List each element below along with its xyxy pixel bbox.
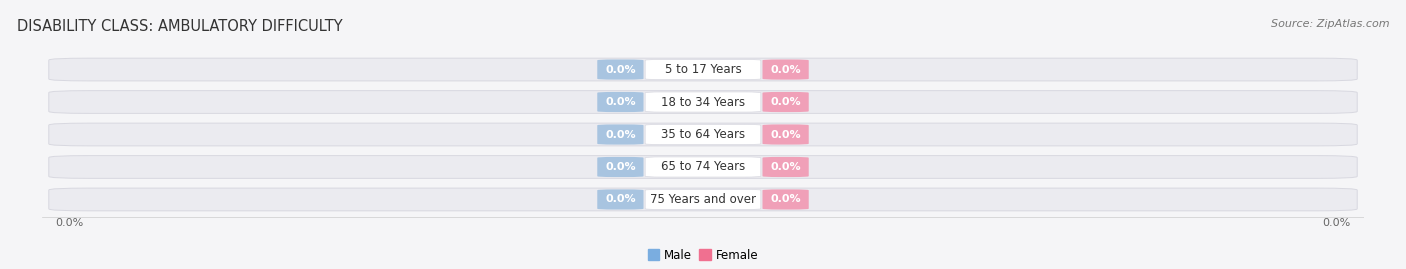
FancyBboxPatch shape — [762, 125, 808, 144]
Text: 0.0%: 0.0% — [605, 97, 636, 107]
Text: 0.0%: 0.0% — [770, 129, 801, 140]
Text: 5 to 17 Years: 5 to 17 Years — [665, 63, 741, 76]
Text: 0.0%: 0.0% — [605, 129, 636, 140]
FancyBboxPatch shape — [598, 92, 644, 112]
Text: 0.0%: 0.0% — [605, 194, 636, 204]
Text: 18 to 34 Years: 18 to 34 Years — [661, 95, 745, 108]
Text: 0.0%: 0.0% — [605, 162, 636, 172]
FancyBboxPatch shape — [598, 59, 644, 80]
Text: 0.0%: 0.0% — [770, 194, 801, 204]
FancyBboxPatch shape — [49, 123, 1357, 146]
FancyBboxPatch shape — [762, 92, 808, 112]
FancyBboxPatch shape — [49, 188, 1357, 211]
FancyBboxPatch shape — [49, 91, 1357, 114]
FancyBboxPatch shape — [598, 125, 644, 144]
FancyBboxPatch shape — [598, 189, 644, 210]
FancyBboxPatch shape — [645, 189, 761, 210]
FancyBboxPatch shape — [762, 189, 808, 210]
Text: DISABILITY CLASS: AMBULATORY DIFFICULTY: DISABILITY CLASS: AMBULATORY DIFFICULTY — [17, 19, 343, 34]
Text: 0.0%: 0.0% — [605, 65, 636, 75]
Text: 35 to 64 Years: 35 to 64 Years — [661, 128, 745, 141]
FancyBboxPatch shape — [645, 125, 761, 144]
FancyBboxPatch shape — [645, 59, 761, 80]
Text: 0.0%: 0.0% — [55, 218, 83, 228]
FancyBboxPatch shape — [49, 155, 1357, 178]
Legend: Male, Female: Male, Female — [643, 244, 763, 266]
Text: 0.0%: 0.0% — [770, 97, 801, 107]
Text: 0.0%: 0.0% — [770, 162, 801, 172]
Text: 75 Years and over: 75 Years and over — [650, 193, 756, 206]
Text: 0.0%: 0.0% — [770, 65, 801, 75]
FancyBboxPatch shape — [645, 92, 761, 112]
Text: Source: ZipAtlas.com: Source: ZipAtlas.com — [1271, 19, 1389, 29]
FancyBboxPatch shape — [762, 59, 808, 80]
Text: 0.0%: 0.0% — [1323, 218, 1351, 228]
FancyBboxPatch shape — [49, 58, 1357, 81]
Text: 65 to 74 Years: 65 to 74 Years — [661, 161, 745, 174]
FancyBboxPatch shape — [645, 157, 761, 177]
FancyBboxPatch shape — [598, 157, 644, 177]
FancyBboxPatch shape — [762, 157, 808, 177]
